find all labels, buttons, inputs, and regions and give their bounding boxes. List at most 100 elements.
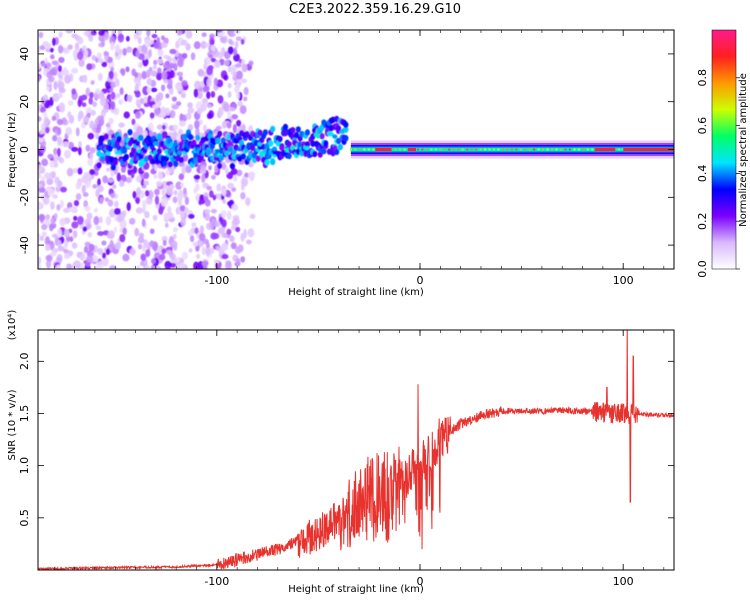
spectrogram-cell [226,122,232,129]
spectrogram-cell [38,116,42,122]
spectrogram-y-tick-label: 40 [18,47,31,61]
spectrogram-cell [181,39,188,46]
spectrogram-cell [169,88,174,95]
spectrogram-cell [38,164,42,172]
spectrogram-cell [118,122,125,128]
spectrogram-cell [40,235,44,241]
spectrogram-cell [101,240,107,246]
spectrogram-cell [53,154,58,164]
spectrogram-cell [118,99,124,105]
spectrogram-cell [108,56,113,63]
spectrogram-cell [218,154,225,162]
spectrogram-cell [224,167,229,175]
spectrogram-cell [161,35,165,41]
spectrogram-cell [125,35,130,42]
spectrogram-cell [354,148,357,151]
spectrogram-cell [149,240,155,247]
spectrogram-cell [95,88,101,94]
spectrogram-cell [40,106,47,113]
spectrogram-cell [146,77,153,86]
spectrogram-cell [591,148,594,151]
spectrogram-cell [178,173,185,181]
spectrogram-cell [134,83,140,93]
spectrogram-cell [116,92,121,99]
spectrogram-cell [52,135,58,142]
spectrogram-cell [116,135,122,143]
spectrogram-cell [51,171,56,179]
spectrogram-cell [201,32,207,38]
spectrogram-cell [161,235,168,243]
spectrogram-cell [161,42,168,49]
spectrogram-cell [125,46,133,53]
snr-y-scale-label: (x10⁴) [7,310,18,341]
spectrogram-cell [193,41,201,50]
spectrogram-cell [153,64,157,70]
spectrogram-cell [211,174,216,180]
spectrogram-cell [41,223,48,231]
spectrogram-y-tick-label: -40 [18,236,31,254]
spectrogram-cell [109,265,117,269]
spectrogram-cell [202,124,208,132]
spectrogram-cell [72,230,78,239]
spectrogram-cell [199,225,205,235]
spectrogram-cell [343,121,349,128]
spectrogram-cell [135,175,142,183]
spectrogram-cell [470,148,473,151]
spectrogram-cell [152,214,158,221]
spectrogram-cell [137,61,143,69]
spectrogram-cell [157,170,164,180]
spectrogram-cell [180,93,186,99]
spectrogram-cell [97,72,103,82]
snr-x-axis-label: Height of straight line (km) [288,584,424,595]
spectrogram-cell [108,117,114,125]
spectrogram-cell [122,253,130,262]
spectrogram-cell [483,148,487,151]
spectrogram-cell [206,149,212,156]
spectrogram-cell [64,239,69,249]
spectrogram-cell [550,148,554,151]
spectrogram-cell [208,165,212,171]
spectrogram-cell [156,148,162,155]
spectrogram-cell [176,84,183,92]
spectrogram-cell [240,256,246,263]
spectrogram-cell [144,264,151,269]
spectrogram-cell [183,187,187,195]
spectrogram-cell [143,171,150,180]
spectrogram-cell [179,262,185,269]
spectrogram-cell [243,86,249,96]
spectrogram-cell [221,254,229,260]
colorbar-tick-label: 0.6 [696,117,709,135]
spectrogram-cell [212,49,220,58]
spectrogram-cell [233,174,238,182]
spectrogram-cell [271,146,278,151]
spectrogram-cell [59,186,67,193]
spectrogram-cell [119,68,126,75]
spectrogram-cell [91,54,96,61]
spectrogram-cell [217,193,222,201]
spectrogram-cell [77,215,84,225]
spectrogram-cell [421,148,424,151]
spectrogram-cell [220,137,226,144]
spectrogram-cell [492,148,496,151]
spectrogram-cell [430,148,433,151]
spectrogram-cell [501,148,505,151]
spectrogram-cell [95,225,102,231]
spectrogram-cell [130,171,135,179]
spectrogram-cell [213,60,221,69]
spectrogram-cell [215,125,222,131]
spectrogram-cell [156,265,162,269]
spectrogram-cell [247,228,255,238]
spectrogram-cell [198,232,206,242]
spectrogram-cell [319,132,325,140]
spectrogram-cell [81,94,88,101]
spectrogram-cell [195,253,201,259]
spectrogram-cell [194,227,199,235]
spectrogram-cell [125,66,130,73]
spectrogram-cell [209,247,215,255]
spectrogram-cell [177,192,184,202]
spectrogram-cell [206,78,212,87]
spectrogram-cell [295,126,301,133]
spectrogram-cell [181,251,189,260]
spectrogram-cell [97,248,104,255]
spectrogram-cell [146,30,151,37]
